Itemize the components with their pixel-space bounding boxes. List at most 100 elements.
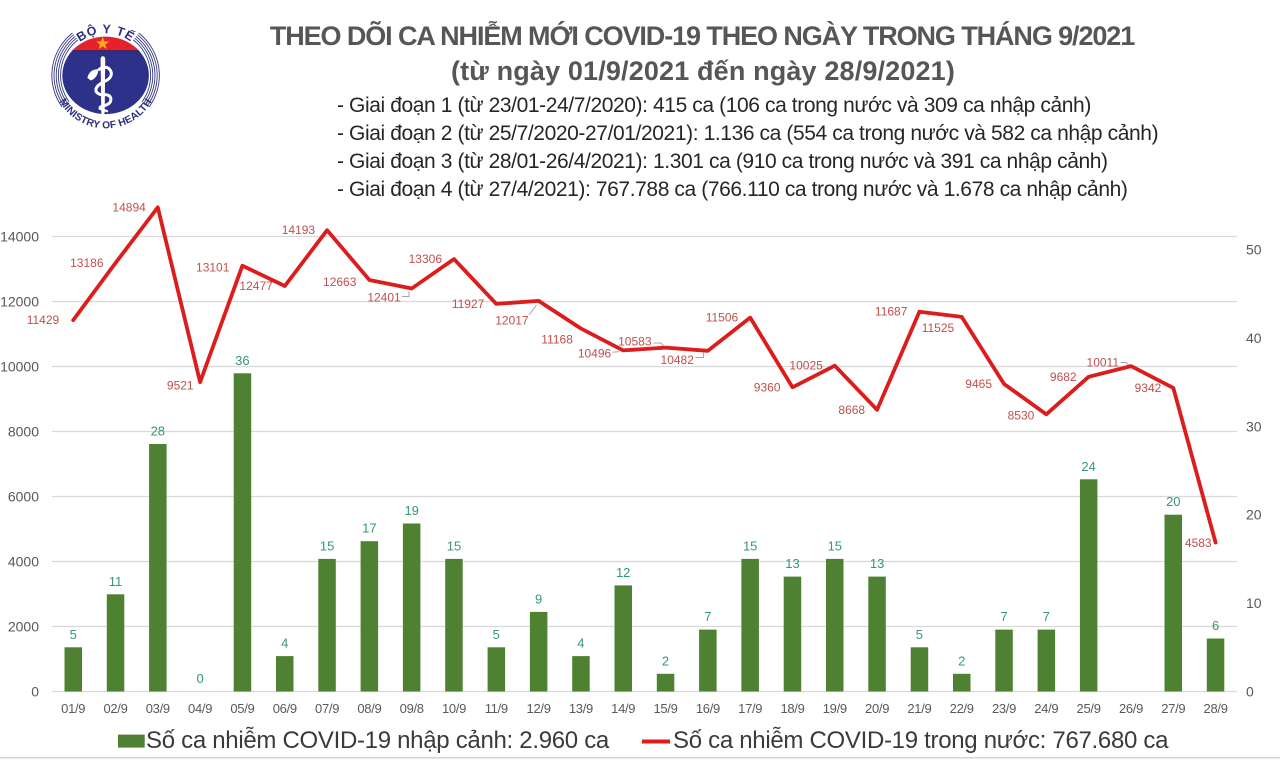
svg-text:30: 30 (1246, 418, 1262, 434)
svg-text:0: 0 (31, 684, 39, 700)
svg-text:21/9: 21/9 (907, 701, 931, 716)
svg-text:Số ca nhiễm COVID-19 nhập cảnh: Số ca nhiễm COVID-19 nhập cảnh: 2.960 ca (146, 727, 610, 754)
svg-text:12477: 12477 (239, 279, 273, 293)
svg-text:11/9: 11/9 (485, 701, 508, 716)
svg-text:- Giai đoạn 4 (từ 27/4/2021):: - Giai đoạn 4 (từ 27/4/2021): 767.788 ca… (337, 178, 1127, 201)
svg-text:24/9: 24/9 (1034, 701, 1058, 716)
svg-text:9342: 9342 (1135, 381, 1162, 395)
svg-text:26/9: 26/9 (1119, 701, 1143, 716)
svg-text:20/9: 20/9 (865, 701, 889, 716)
svg-text:- Giai đoạn 3 (từ 28/01-26/4/2: - Giai đoạn 3 (từ 28/01-26/4/2021): 1.30… (337, 150, 1108, 173)
svg-text:11: 11 (109, 574, 123, 589)
svg-text:11506: 11506 (706, 311, 739, 325)
svg-text:05/9: 05/9 (230, 701, 254, 716)
svg-text:12017: 12017 (495, 313, 529, 327)
svg-text:14/9: 14/9 (611, 701, 635, 716)
svg-text:9682: 9682 (1050, 370, 1077, 384)
svg-text:2: 2 (662, 653, 669, 668)
svg-text:BỘ Y TẾ: BỘ Y TẾ (74, 22, 138, 44)
svg-text:07/9: 07/9 (315, 701, 339, 716)
svg-text:25/9: 25/9 (1077, 701, 1101, 716)
svg-text:18/9: 18/9 (780, 701, 804, 716)
svg-text:5: 5 (493, 627, 500, 642)
svg-text:2: 2 (958, 653, 965, 668)
svg-text:9360: 9360 (754, 380, 781, 394)
svg-text:11687: 11687 (875, 305, 908, 319)
svg-text:12663: 12663 (323, 275, 357, 289)
svg-text:14193: 14193 (282, 223, 316, 237)
svg-text:04/9: 04/9 (188, 701, 212, 716)
svg-text:28: 28 (151, 424, 165, 439)
svg-text:15: 15 (743, 538, 757, 553)
svg-text:2000: 2000 (8, 619, 39, 635)
svg-text:12401: 12401 (367, 291, 401, 305)
svg-text:7: 7 (1043, 609, 1050, 624)
svg-text:12000: 12000 (0, 294, 39, 310)
svg-text:- Giai đoạn 2 (từ 25/7/2020-27: - Giai đoạn 2 (từ 25/7/2020-27/01/2021):… (337, 122, 1158, 145)
svg-text:8000: 8000 (8, 424, 39, 440)
svg-text:19: 19 (404, 503, 418, 518)
svg-text:19/9: 19/9 (823, 701, 847, 716)
svg-text:13: 13 (870, 556, 884, 571)
svg-text:14000: 14000 (0, 229, 39, 245)
svg-text:22/9: 22/9 (950, 701, 974, 716)
svg-text:8530: 8530 (1008, 408, 1035, 422)
svg-text:40: 40 (1246, 330, 1262, 346)
svg-text:5: 5 (916, 627, 923, 642)
svg-text:10583: 10583 (618, 334, 652, 348)
svg-text:14894: 14894 (112, 200, 146, 214)
svg-text:20: 20 (1246, 507, 1262, 523)
svg-text:10482: 10482 (661, 353, 695, 367)
svg-text:17: 17 (362, 521, 376, 536)
svg-text:10025: 10025 (789, 359, 823, 373)
svg-text:7: 7 (704, 609, 711, 624)
svg-text:13186: 13186 (70, 256, 104, 270)
svg-text:10011: 10011 (1087, 356, 1120, 370)
svg-text:17/9: 17/9 (738, 701, 762, 716)
svg-text:12/9: 12/9 (527, 701, 551, 716)
svg-text:10496: 10496 (578, 346, 612, 360)
svg-text:9521: 9521 (167, 378, 194, 392)
svg-text:28/9: 28/9 (1204, 701, 1228, 716)
svg-text:27/9: 27/9 (1161, 701, 1185, 716)
svg-text:5: 5 (70, 627, 77, 642)
svg-text:16/9: 16/9 (696, 701, 720, 716)
svg-text:09/8: 09/8 (400, 701, 424, 716)
svg-text:13306: 13306 (409, 252, 443, 266)
svg-text:15: 15 (828, 538, 842, 553)
svg-text:9465: 9465 (965, 377, 992, 391)
svg-text:- Giai đoạn 1 (từ 23/01-24/7/2: - Giai đoạn 1 (từ 23/01-24/7/2020): 415 … (337, 94, 1091, 117)
svg-text:02/9: 02/9 (103, 701, 127, 716)
svg-text:9: 9 (535, 591, 542, 606)
svg-text:4000: 4000 (8, 554, 39, 570)
svg-text:08/9: 08/9 (357, 701, 381, 716)
svg-text:23/9: 23/9 (992, 701, 1016, 716)
svg-text:11168: 11168 (541, 333, 573, 347)
svg-text:15/9: 15/9 (653, 701, 677, 716)
svg-text:7: 7 (1000, 609, 1007, 624)
svg-text:36: 36 (235, 353, 249, 368)
svg-text:01/9: 01/9 (61, 701, 85, 716)
svg-text:20: 20 (1166, 494, 1180, 509)
svg-text:Số ca nhiễm COVID-19 trong nướ: Số ca nhiễm COVID-19 trong nước: 767.680… (673, 727, 1169, 754)
svg-text:15: 15 (447, 538, 461, 553)
svg-text:4: 4 (281, 636, 288, 651)
svg-text:50: 50 (1246, 242, 1262, 258)
svg-text:THEO DÕI CA NHIỄM MỚI COVID-19: THEO DÕI CA NHIỄM MỚI COVID-19 THEO NGÀY… (270, 20, 1135, 51)
svg-text:13101: 13101 (196, 261, 230, 275)
svg-text:4: 4 (577, 636, 584, 651)
svg-text:6000: 6000 (8, 489, 39, 505)
svg-text:13/9: 13/9 (569, 701, 593, 716)
svg-text:6: 6 (1212, 618, 1219, 633)
svg-text:10: 10 (1246, 595, 1262, 611)
svg-text:06/9: 06/9 (273, 701, 297, 716)
svg-text:10000: 10000 (0, 359, 39, 375)
svg-text:10/9: 10/9 (442, 701, 466, 716)
svg-text:0: 0 (196, 671, 203, 686)
svg-text:(từ ngày 01/9/2021 đến ngày 28: (từ ngày 01/9/2021 đến ngày 28/9/2021) (451, 56, 955, 86)
svg-text:03/9: 03/9 (146, 701, 170, 716)
svg-text:11525: 11525 (922, 321, 955, 335)
svg-text:12: 12 (616, 565, 630, 580)
svg-text:4583: 4583 (1185, 536, 1212, 550)
svg-text:11429: 11429 (27, 313, 60, 327)
